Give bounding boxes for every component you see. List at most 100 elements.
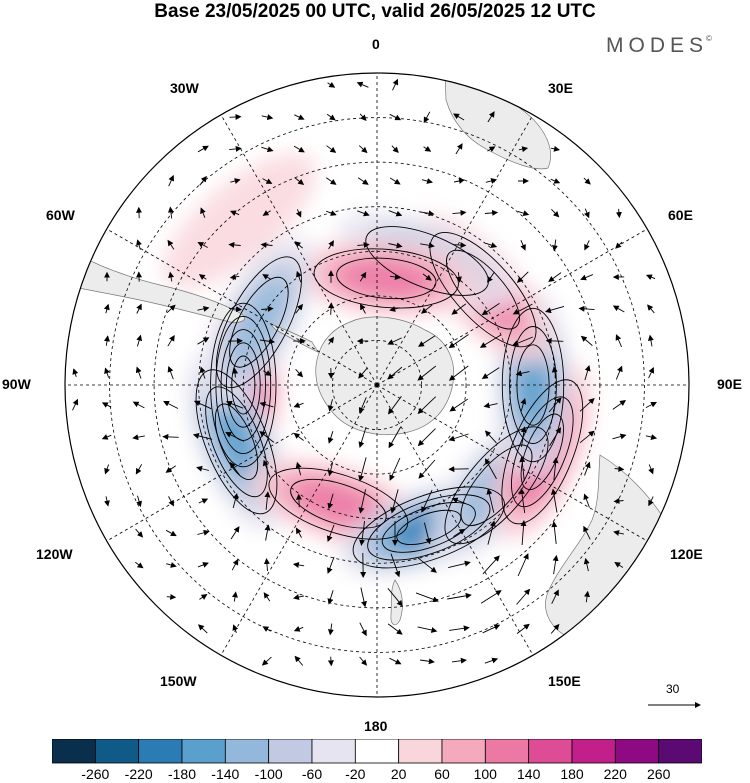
- vector-reference-label: 30: [666, 682, 680, 696]
- wind-vector: [550, 145, 560, 152]
- wind-vector: [326, 556, 335, 574]
- wind-vector: [421, 178, 433, 184]
- wind-vector: [327, 656, 334, 667]
- wind-vector: [648, 496, 654, 507]
- wind-vector: [389, 177, 401, 185]
- wind-vector: [261, 656, 272, 666]
- wind-vector: [615, 365, 623, 380]
- wind-vector: [418, 459, 436, 479]
- contour-line: [501, 307, 565, 463]
- wind-vector: [294, 241, 303, 249]
- wind-vector: [167, 334, 175, 347]
- lon-label-60e: 60E: [668, 207, 693, 223]
- wind-vector: [358, 397, 367, 414]
- colorbar-swatch: [52, 739, 96, 764]
- wind-vector: [453, 113, 465, 121]
- wind-vector: [199, 366, 206, 379]
- lon-label-60w: 60W: [46, 207, 75, 223]
- wind-vector: [389, 657, 402, 665]
- wind-vector: [229, 113, 242, 120]
- wind-vectors: [72, 78, 658, 667]
- wind-vector: [580, 335, 593, 346]
- wind-vector: [518, 146, 529, 153]
- wind-vector: [481, 303, 500, 316]
- wind-vector: [230, 178, 241, 184]
- wind-vector: [392, 78, 399, 91]
- wind-vector: [294, 114, 305, 120]
- wind-vector: [520, 520, 527, 546]
- wind-vector: [198, 498, 209, 504]
- wind-vector: [229, 145, 242, 152]
- wind-vector: [359, 622, 367, 637]
- wind-vector: [615, 208, 622, 219]
- wind-vector: [261, 305, 274, 312]
- wind-vector: [293, 145, 305, 153]
- wind-vector: [168, 174, 175, 187]
- contour-line: [396, 509, 462, 545]
- contour-line: [210, 302, 277, 468]
- wind-vector: [135, 464, 143, 475]
- wind-vector: [328, 302, 335, 315]
- wind-vector: [262, 370, 272, 376]
- wind-vector: [327, 399, 334, 412]
- wind-vector: [166, 304, 176, 314]
- lon-label-0: 0: [372, 36, 380, 52]
- lon-label-120e: 120E: [670, 546, 703, 562]
- wind-vector: [295, 209, 302, 218]
- colorbar-tick-label: 220: [603, 766, 627, 782]
- wind-vector: [579, 430, 595, 444]
- wind-vector: [327, 431, 334, 444]
- wind-vector: [388, 242, 403, 249]
- colorbar-tick-label: -100: [254, 766, 283, 782]
- wind-vector: [293, 594, 305, 600]
- wind-vector: [421, 304, 433, 314]
- colorbar-swatch: [528, 739, 573, 764]
- wind-vector: [552, 554, 559, 575]
- contour-line: [511, 396, 574, 508]
- anomaly-lobe-10-level-0: [162, 153, 317, 289]
- wind-vector: [550, 178, 561, 184]
- wind-vector: [390, 489, 399, 514]
- wind-vector: [483, 402, 498, 409]
- wind-vector: [262, 274, 272, 280]
- wind-vector: [104, 367, 110, 378]
- wind-vector: [136, 334, 143, 347]
- wind-vector: [263, 558, 270, 572]
- wind-vector: [387, 366, 403, 380]
- wind-vector: [517, 210, 530, 217]
- colorbar-tick-label: -220: [124, 766, 153, 782]
- wind-vector: [515, 370, 530, 377]
- wind-vector: [417, 396, 437, 414]
- wind-vector: [136, 495, 142, 508]
- wind-vector: [583, 177, 591, 185]
- wind-vector: [359, 113, 367, 121]
- wind-vector: [612, 433, 627, 440]
- wind-vector: [453, 528, 466, 537]
- contour-line: [205, 386, 268, 498]
- wind-vector: [612, 305, 625, 313]
- wind-vector: [387, 337, 402, 345]
- wind-vector: [197, 337, 210, 345]
- wind-vector: [484, 657, 499, 664]
- colorbar-tick-label: -180: [167, 766, 197, 782]
- wind-vector: [516, 588, 531, 605]
- wind-vector: [614, 561, 624, 568]
- wind-vector: [197, 529, 210, 536]
- latitude-circle: [109, 117, 645, 653]
- wind-vector: [389, 113, 402, 121]
- lon-label-30w: 30W: [170, 80, 199, 96]
- wind-vector: [229, 461, 241, 476]
- colorbar-swatch: [614, 739, 660, 764]
- wind-vector: [326, 210, 337, 216]
- wind-vector: [422, 273, 432, 281]
- colorbar-tick-label: 140: [517, 766, 541, 782]
- antarctic-peninsula-landmass: [269, 323, 319, 353]
- wind-vector: [456, 272, 462, 283]
- latitude-circle: [287, 295, 467, 475]
- wind-vector: [230, 526, 240, 540]
- wind-vector: [452, 209, 467, 216]
- wind-vector: [193, 400, 212, 410]
- wind-vector: [231, 591, 238, 602]
- wind-vector: [165, 529, 177, 537]
- height-contours: [195, 226, 584, 569]
